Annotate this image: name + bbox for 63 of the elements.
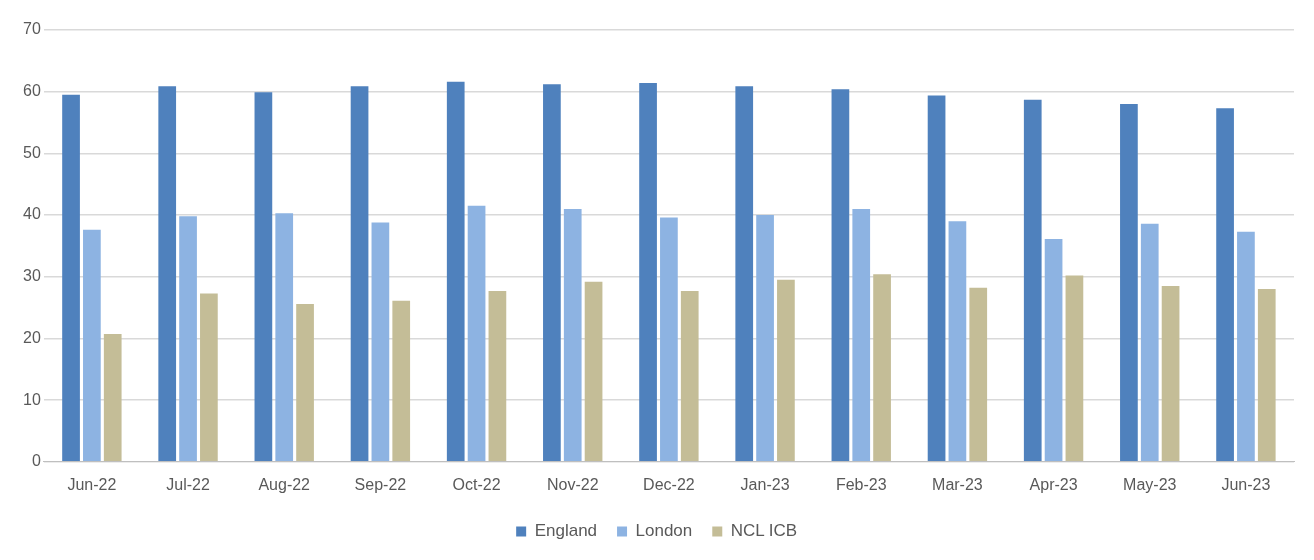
- bar: [254, 92, 273, 462]
- bar: [488, 290, 507, 462]
- bar: [1216, 108, 1234, 462]
- bar: [680, 290, 699, 462]
- bar: [1161, 286, 1180, 462]
- bar: [948, 221, 967, 462]
- x-tick-label: Mar-23: [932, 475, 983, 493]
- legend-label: London: [635, 521, 693, 541]
- legend-label: England: [534, 521, 598, 541]
- bar: [1023, 99, 1042, 462]
- x-tick-label: Jul-22: [166, 475, 210, 493]
- bar: [392, 300, 411, 462]
- bar: [969, 287, 988, 462]
- bar: [563, 208, 582, 462]
- x-tick-label: Nov-22: [546, 475, 599, 493]
- x-tick-label: May-23: [1123, 475, 1177, 493]
- bar: [735, 86, 754, 462]
- y-tick-label: 10: [23, 390, 41, 408]
- y-tick-label: 20: [23, 328, 41, 346]
- y-tick-label: 40: [23, 205, 41, 223]
- bar: [350, 86, 369, 462]
- x-tick-label: Sep-22: [354, 475, 407, 493]
- bar: [200, 293, 218, 462]
- bar: [446, 81, 465, 462]
- bar: [296, 303, 314, 462]
- bar: [777, 279, 795, 462]
- y-tick-label: 60: [23, 82, 41, 100]
- x-tick-label: Oct-22: [452, 475, 501, 493]
- x-tick-label: Feb-23: [835, 475, 887, 493]
- y-tick-label: 70: [23, 20, 41, 38]
- bar: [179, 216, 197, 462]
- bar: [831, 89, 850, 462]
- x-tick-label: Aug-22: [258, 475, 311, 493]
- bar: [371, 222, 390, 462]
- y-tick-label: 0: [31, 452, 41, 470]
- legend-label: NCL ICB: [730, 521, 798, 541]
- bar: [83, 229, 101, 462]
- bar: [62, 94, 80, 462]
- x-tick-label: Jun-22: [67, 475, 117, 493]
- bar: [1065, 275, 1084, 462]
- y-tick-label: 50: [23, 143, 41, 161]
- bar: [158, 86, 177, 462]
- bar: [639, 83, 657, 462]
- bar: [1237, 231, 1255, 462]
- bar: [103, 334, 122, 462]
- y-tick-label: 30: [23, 267, 41, 285]
- bar: [852, 208, 871, 462]
- bar: [275, 213, 294, 462]
- bar: [543, 84, 561, 462]
- x-tick-label: Apr-23: [1029, 475, 1078, 493]
- bar: [756, 215, 774, 462]
- bar: [873, 274, 891, 462]
- x-tick-label: Dec-22: [643, 475, 695, 493]
- bar: [1257, 289, 1276, 462]
- bar: [1044, 239, 1063, 462]
- bar: [467, 205, 486, 462]
- bar: [1140, 223, 1159, 462]
- bar: [927, 95, 946, 462]
- x-tick-label: Jan-23: [740, 475, 790, 493]
- bar: [660, 217, 678, 462]
- bar: [1120, 104, 1138, 462]
- bar: [584, 281, 603, 462]
- x-tick-label: Jun-23: [1221, 475, 1271, 493]
